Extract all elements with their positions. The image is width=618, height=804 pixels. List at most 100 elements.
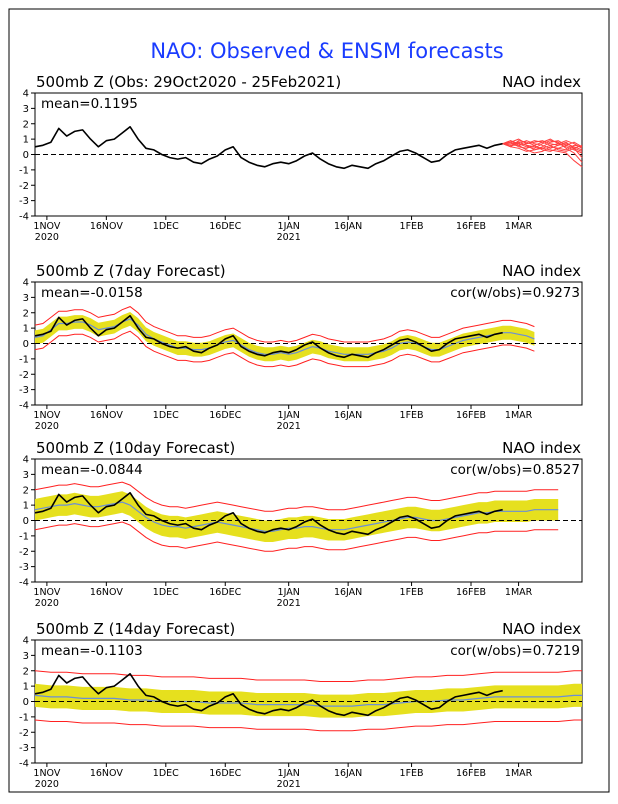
y-tick-label: 0 bbox=[23, 516, 29, 527]
x-tick-label: 16NOV bbox=[90, 587, 124, 598]
ensemble-member-line bbox=[502, 140, 583, 152]
x-tick-label: 1JAN bbox=[278, 768, 300, 779]
y-tick-label: 4 bbox=[23, 89, 29, 100]
y-tick-label: -2 bbox=[19, 181, 29, 192]
spread-envelope-upper bbox=[34, 306, 535, 343]
page-title: NAO: Observed & ENSM forecasts bbox=[150, 39, 503, 63]
year-label: 2020 bbox=[35, 232, 59, 243]
x-tick-label: 1MAR bbox=[505, 587, 533, 598]
chart-right-label: NAO index bbox=[502, 73, 581, 91]
x-tick-label: 1JAN bbox=[278, 221, 300, 232]
correlation-label: cor(w/obs)=0.8527 bbox=[450, 462, 580, 478]
chart-right-label: NAO index bbox=[502, 439, 581, 457]
chart-title: 500mb Z (7day Forecast) bbox=[36, 262, 226, 280]
y-tick-label: -4 bbox=[19, 759, 29, 770]
chart-panels: 500mb Z (Obs: 29Oct2020 - 25Feb2021) NAO … bbox=[19, 73, 583, 790]
spread-envelope-lower bbox=[34, 521, 559, 552]
year-label: 2021 bbox=[277, 232, 301, 243]
x-tick-label: 1DEC bbox=[153, 221, 179, 232]
x-tick-label: 16JAN bbox=[334, 587, 362, 598]
y-tick-label: 1 bbox=[23, 135, 29, 146]
ensemble-spread-band bbox=[35, 491, 559, 542]
x-tick-label: 16NOV bbox=[90, 410, 124, 421]
x-tick-label: 16FEB bbox=[456, 587, 486, 598]
ensemble-member-line bbox=[502, 140, 583, 151]
year-label: 2021 bbox=[277, 421, 301, 432]
year-label: 2020 bbox=[35, 421, 59, 432]
y-tick-label: 4 bbox=[23, 278, 29, 289]
spread-envelope-lower bbox=[34, 330, 535, 368]
x-tick-label: 16NOV bbox=[90, 221, 124, 232]
y-tick-label: 2 bbox=[23, 119, 29, 130]
chart-title: 500mb Z (14day Forecast) bbox=[36, 620, 235, 638]
y-tick-label: -3 bbox=[19, 562, 29, 573]
year-label: 2021 bbox=[277, 779, 301, 790]
x-tick-label: 1MAR bbox=[505, 768, 533, 779]
x-tick-label: 1NOV bbox=[33, 221, 60, 232]
y-tick-label: 0 bbox=[23, 697, 29, 708]
x-tick-label: 1DEC bbox=[153, 410, 179, 421]
x-tick-label: 1JAN bbox=[278, 587, 300, 598]
chart-panel-4: 500mb Z (14day Forecast) NAO index 4 3 2 1 0 -1… bbox=[19, 620, 583, 790]
x-tick-label: 16FEB bbox=[456, 768, 486, 779]
y-tick-label: -1 bbox=[19, 165, 29, 176]
observed-nao-line bbox=[34, 314, 503, 359]
y-tick-label: -4 bbox=[19, 212, 29, 223]
y-tick-label: 0 bbox=[23, 339, 29, 350]
x-tick-label: 1MAR bbox=[505, 221, 533, 232]
mean-stat-label: mean=-0.1103 bbox=[41, 643, 143, 659]
y-tick-label: 3 bbox=[23, 651, 29, 662]
x-tick-label: 16JAN bbox=[334, 221, 362, 232]
y-tick-label: -2 bbox=[19, 370, 29, 381]
x-tick-label: 16DEC bbox=[209, 768, 241, 779]
x-tick-label: 1NOV bbox=[33, 410, 60, 421]
x-tick-label: 16NOV bbox=[90, 768, 124, 779]
y-tick-label: -2 bbox=[19, 547, 29, 558]
y-tick-label: 2 bbox=[23, 485, 29, 496]
y-tick-label: 1 bbox=[23, 324, 29, 335]
ensemble-mean-line bbox=[34, 694, 582, 707]
x-tick-label: 1DEC bbox=[153, 587, 179, 598]
chart-right-label: NAO index bbox=[502, 620, 581, 638]
ensemble-spread-band bbox=[35, 312, 535, 362]
year-label: 2021 bbox=[277, 598, 301, 609]
y-tick-label: -4 bbox=[19, 578, 29, 589]
ensemble-mean-line bbox=[34, 501, 559, 532]
mean-stat-label: mean=0.1195 bbox=[41, 96, 138, 112]
y-tick-label: 2 bbox=[23, 666, 29, 677]
chart-panel-3: 500mb Z (10day Forecast) NAO index 4 3 2 1 0 -1… bbox=[19, 439, 583, 609]
y-tick-label: -1 bbox=[19, 531, 29, 542]
x-tick-label: 16DEC bbox=[209, 221, 241, 232]
x-tick-label: 16FEB bbox=[456, 221, 486, 232]
y-tick-label: -3 bbox=[19, 196, 29, 207]
year-label: 2020 bbox=[35, 779, 59, 790]
y-tick-label: 3 bbox=[23, 470, 29, 481]
x-tick-label: 1FEB bbox=[400, 410, 424, 421]
spread-envelope-upper bbox=[34, 481, 559, 512]
correlation-label: cor(w/obs)=0.7219 bbox=[450, 643, 580, 659]
y-tick-label: -1 bbox=[19, 354, 29, 365]
x-tick-label: 1FEB bbox=[400, 221, 424, 232]
chart-panel-1: 500mb Z (Obs: 29Oct2020 - 25Feb2021) NAO … bbox=[19, 73, 583, 243]
mean-stat-label: mean=-0.0158 bbox=[41, 285, 143, 301]
y-tick-label: 1 bbox=[23, 682, 29, 693]
x-tick-label: 16FEB bbox=[456, 410, 486, 421]
observed-nao-line bbox=[34, 491, 503, 536]
mean-stat-label: mean=-0.0844 bbox=[41, 462, 143, 478]
x-tick-label: 16JAN bbox=[334, 768, 362, 779]
observed-nao-line bbox=[34, 126, 503, 170]
y-tick-label: -4 bbox=[19, 401, 29, 412]
x-tick-label: 16DEC bbox=[209, 410, 241, 421]
y-tick-label: -3 bbox=[19, 743, 29, 754]
x-tick-label: 1NOV bbox=[33, 587, 60, 598]
year-label: 2020 bbox=[35, 598, 59, 609]
x-tick-label: 16DEC bbox=[209, 587, 241, 598]
y-tick-label: 3 bbox=[23, 293, 29, 304]
chart-title: 500mb Z (10day Forecast) bbox=[36, 439, 235, 457]
y-tick-label: 2 bbox=[23, 308, 29, 319]
observed-nao-line bbox=[34, 672, 503, 717]
x-tick-label: 1NOV bbox=[33, 768, 60, 779]
y-tick-label: 4 bbox=[23, 455, 29, 466]
